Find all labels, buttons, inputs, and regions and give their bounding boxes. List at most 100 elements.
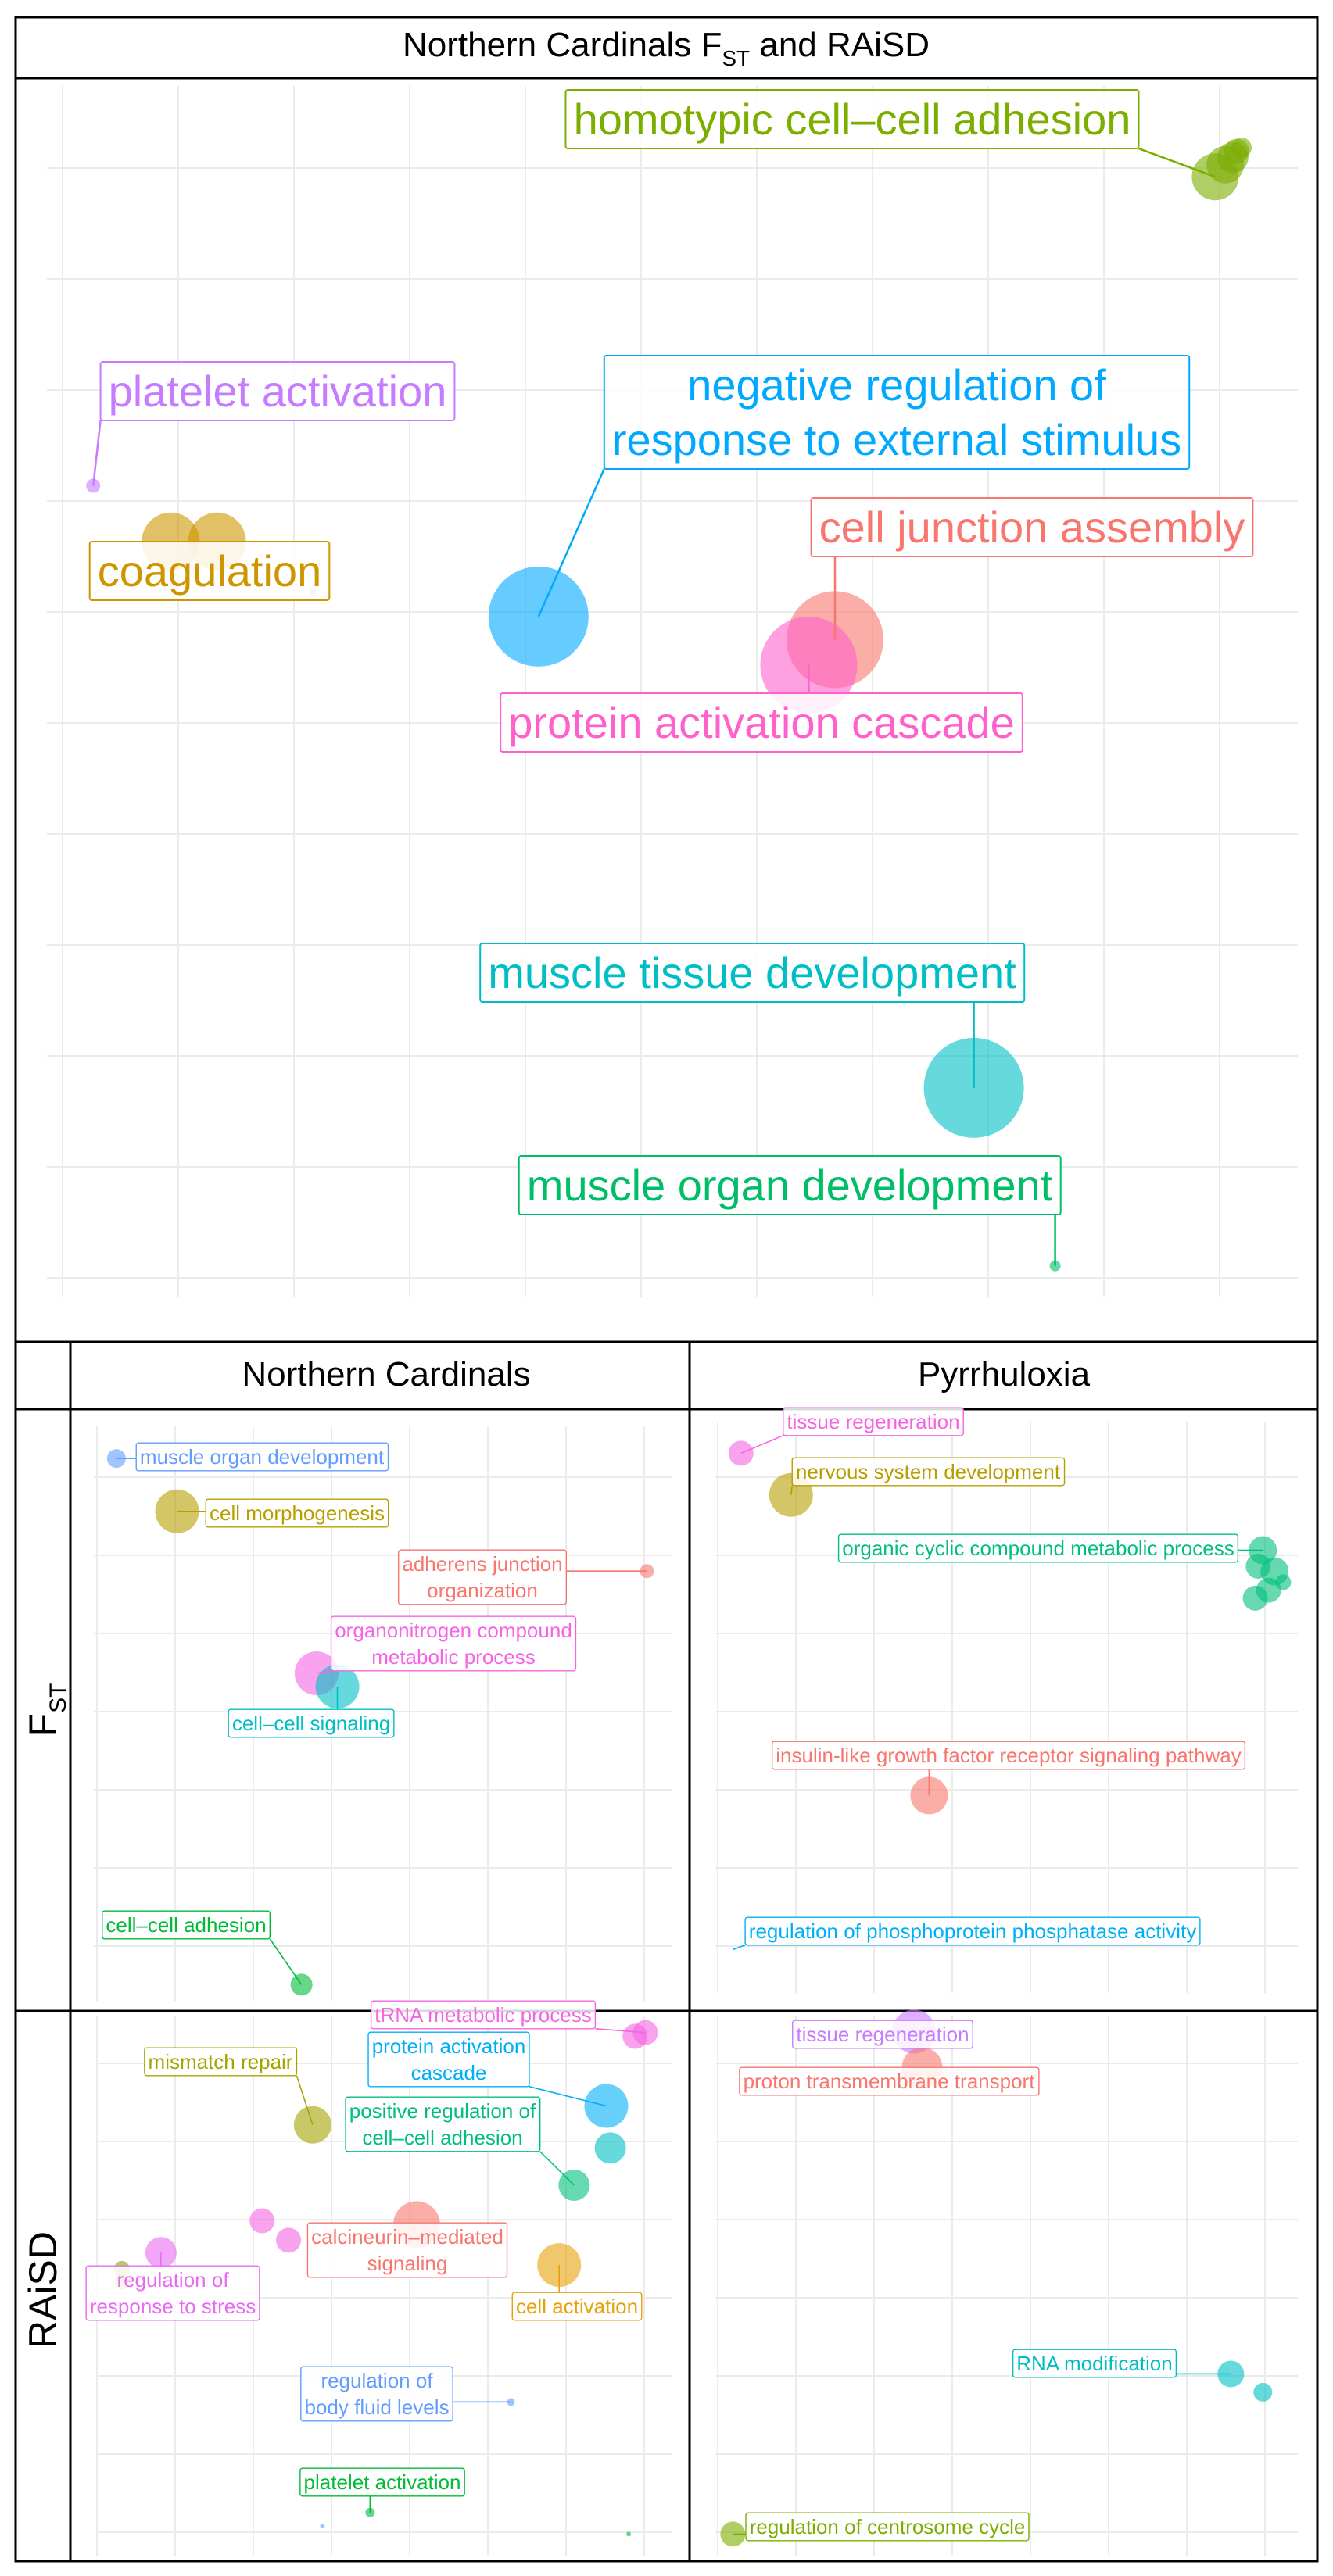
bubble xyxy=(1275,1574,1292,1590)
label-box xyxy=(397,1549,568,1605)
point-label: regulation of body fluid levels xyxy=(300,2366,453,2422)
point-label: cell activation xyxy=(511,2292,643,2321)
point-label: negative regulation of response to extern… xyxy=(603,354,1191,470)
point-label-text: cell morphogenesis xyxy=(210,1501,385,1525)
point-label-text: organization xyxy=(427,1579,538,1602)
point-label: cell–cell adhesion xyxy=(101,1910,271,1940)
bubble xyxy=(1245,1553,1271,1579)
point-label-text: body fluid levels xyxy=(305,2395,450,2419)
label-box xyxy=(837,1533,1239,1563)
point-label: mismatch repair xyxy=(144,2047,298,2077)
top-title: Northern Cardinals FST and RAiSD xyxy=(403,26,930,70)
point-label-text: regulation of xyxy=(321,2369,433,2392)
point-label: regulation of centrosome cycle xyxy=(745,2512,1030,2542)
point-label-text: protein activation cascade xyxy=(508,698,1015,747)
col-header-pyrrhuloxia: Pyrrhuloxia xyxy=(918,1355,1091,1394)
point-label-text: tissue regeneration xyxy=(787,1410,959,1433)
point-label: tRNA metabolic process xyxy=(370,2000,597,2030)
point-label-text: homotypic cell–cell adhesion xyxy=(574,95,1131,144)
leader-line xyxy=(529,2086,607,2107)
label-box xyxy=(300,2366,453,2422)
row-header-raisd: RAiSD xyxy=(21,2231,65,2349)
leader-line xyxy=(1138,147,1216,178)
top-panel: homotypic cell–cell adhesion platelet act… xyxy=(47,86,1298,1297)
label-box xyxy=(205,1498,389,1528)
point-label-text: muscle organ development xyxy=(527,1161,1053,1210)
label-box xyxy=(299,2467,465,2497)
point-label: muscle organ development xyxy=(518,1154,1062,1216)
point-label: cell morphogenesis xyxy=(205,1498,389,1528)
point-label-text: regulation of xyxy=(116,2268,229,2292)
point-label: tissue regeneration xyxy=(783,1407,964,1436)
point-label: platelet activation xyxy=(299,2467,465,2497)
point-label-text: calcineurin–mediated xyxy=(311,2225,503,2249)
label-box xyxy=(783,1407,964,1436)
point-label-text: RNA modification xyxy=(1016,2352,1172,2375)
label-box xyxy=(370,2000,597,2030)
point-label-text: response to stress xyxy=(90,2295,256,2318)
point-label: cell–cell signaling xyxy=(228,1708,395,1738)
panel-pyrrhuloxia-fst: tissue regeneration nervous system develo… xyxy=(715,1407,1298,1993)
point-label-text: protein activation xyxy=(372,2034,526,2058)
row-header-fst: FST xyxy=(21,1683,71,1737)
leader-line xyxy=(91,420,102,486)
point-label: regulation of response to stress xyxy=(85,2265,260,2321)
point-label-text: muscle tissue development xyxy=(488,948,1016,997)
label-box xyxy=(306,2222,508,2278)
label-box xyxy=(791,1457,1066,1487)
point-label-text: coagulation xyxy=(98,546,321,596)
point-label-text: mismatch repair xyxy=(149,2050,293,2073)
leader-line xyxy=(595,2028,646,2034)
point-label-text: response to external stimulus xyxy=(612,415,1181,464)
point-label-text: muscle organ development xyxy=(140,1445,385,1469)
point-label-text: positive regulation of xyxy=(349,2099,536,2123)
label-box xyxy=(518,1154,1062,1216)
bubble xyxy=(276,2227,302,2253)
point-label-text: regulation of centrosome cycle xyxy=(750,2515,1026,2538)
bubble xyxy=(1253,2382,1273,2402)
point-label-text: proton transmembrane transport xyxy=(744,2070,1036,2093)
label-box xyxy=(101,1910,271,1940)
label-box xyxy=(330,1615,577,1672)
label-box xyxy=(771,1741,1246,1770)
panel-northern-cardinals-raisd: tRNA metabolic process mismatch repair pro… xyxy=(85,2000,672,2556)
point-label: cell junction assembly xyxy=(810,496,1254,558)
label-box xyxy=(739,2066,1040,2096)
point-label-text: cell junction assembly xyxy=(819,503,1245,552)
bubble xyxy=(594,2132,626,2164)
point-label: protein activation cascade xyxy=(367,2031,530,2088)
point-label-text: cell activation xyxy=(516,2295,638,2318)
point-label: calcineurin–mediated signaling xyxy=(306,2222,508,2278)
panel-northern-cardinals-fst: muscle organ development cell morphogenes… xyxy=(94,1426,672,2001)
point-label-text: nervous system development xyxy=(796,1460,1061,1483)
point-label: organonitrogen compound metabolic process xyxy=(330,1615,577,1672)
point-label-text: tissue regeneration xyxy=(796,2023,969,2046)
bubble xyxy=(622,2023,648,2049)
leader-line xyxy=(539,2151,575,2186)
leader-line xyxy=(740,1435,784,1454)
point-label: tissue regeneration xyxy=(792,2020,973,2049)
point-label-text: organonitrogen compound xyxy=(335,1619,572,1642)
label-box xyxy=(99,360,456,422)
leader-line xyxy=(316,1670,331,1674)
label-box xyxy=(1012,2349,1177,2378)
label-box xyxy=(144,2047,298,2077)
panel-pyrrhuloxia-raisd: tissue regeneration proton transmembrane … xyxy=(715,2009,1298,2556)
point-label: RNA modification xyxy=(1012,2349,1177,2378)
label-box xyxy=(367,2031,530,2088)
point-label: proton transmembrane transport xyxy=(739,2066,1040,2096)
label-box xyxy=(744,1916,1201,1946)
bubble xyxy=(626,2531,632,2537)
label-box xyxy=(745,2512,1030,2542)
point-label-text: metabolic process xyxy=(371,1645,536,1669)
label-box xyxy=(85,2265,260,2321)
label-box xyxy=(500,692,1023,753)
point-label: muscle tissue development xyxy=(479,942,1026,1004)
bubble xyxy=(249,2208,275,2234)
leader-line xyxy=(537,468,605,617)
label-box xyxy=(228,1708,395,1738)
label-box xyxy=(135,1442,389,1472)
point-label: nervous system development xyxy=(791,1457,1066,1487)
point-label-text: cell–cell signaling xyxy=(232,1712,390,1735)
